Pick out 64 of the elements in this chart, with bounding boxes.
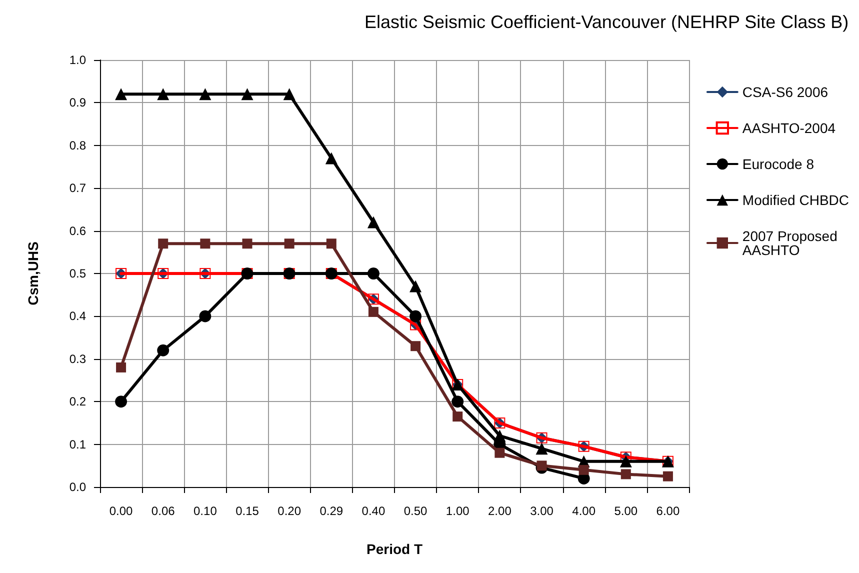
point — [115, 396, 128, 408]
point — [452, 412, 463, 422]
legend-label: CSA-S6 2006 — [742, 84, 828, 100]
y-tick-label: 0.3 — [69, 352, 86, 366]
point — [620, 469, 631, 480]
point — [200, 238, 210, 249]
point — [410, 310, 422, 322]
y-axis-title: Csm,UHS — [25, 242, 41, 306]
y-tick-label: 1.0 — [69, 53, 86, 67]
y-tick-label: 0.5 — [69, 266, 86, 280]
point — [283, 88, 296, 100]
point — [367, 268, 380, 280]
legend-label: Eurocode 8 — [742, 156, 814, 172]
x-tick-label: 5.00 — [614, 504, 638, 518]
x-tick-label: 6.00 — [656, 504, 680, 518]
legend-label: AASHTO-2004 — [742, 120, 836, 136]
point — [326, 238, 336, 249]
x-tick-label: 1.00 — [446, 504, 470, 518]
y-tick-label: 0.7 — [69, 181, 86, 196]
x-tick-label: 0.40 — [362, 504, 386, 518]
point — [367, 216, 380, 228]
point — [199, 88, 212, 100]
y-tick-label: 0.4 — [69, 309, 86, 324]
x-tick-label: 2.00 — [488, 504, 512, 518]
x-tick-label: 0.50 — [404, 504, 428, 518]
x-axis-title: Period T — [366, 541, 423, 557]
x-tick-label: 0.15 — [236, 504, 260, 518]
y-tick-label: 0.6 — [69, 224, 86, 238]
point — [199, 310, 212, 322]
point — [620, 455, 632, 468]
x-tick-label: 0.00 — [109, 504, 134, 518]
legend-label: 2007 Proposed AASHTO — [742, 228, 842, 258]
x-tick-label: 0.29 — [320, 504, 344, 518]
y-tick-label: 0.1 — [69, 437, 86, 452]
y-tick-label: 0.8 — [69, 138, 86, 152]
point — [662, 471, 673, 482]
point — [116, 362, 126, 372]
point — [452, 396, 464, 408]
point — [410, 280, 422, 292]
legend-label: Modified CHBDC — [742, 192, 850, 208]
x-tick-label: 3.00 — [530, 504, 554, 518]
x-tick-label: 0.20 — [278, 504, 302, 518]
point — [325, 152, 338, 164]
chart-title: Elastic Seismic Coefficient-Vancouver (NEHRP Site Class B) — [364, 12, 849, 32]
y-tick-label: 0.9 — [69, 96, 86, 110]
point — [242, 238, 252, 249]
y-tick-label: 0.2 — [69, 394, 86, 409]
point — [494, 430, 506, 442]
point — [536, 460, 547, 471]
point — [158, 238, 168, 249]
point — [410, 341, 421, 352]
x-tick-label: 4.00 — [572, 504, 596, 518]
point — [241, 88, 254, 100]
point — [115, 88, 128, 100]
x-tick-label: 0.06 — [151, 504, 176, 518]
point — [157, 88, 170, 100]
point — [368, 306, 378, 317]
point — [157, 344, 170, 356]
point — [536, 442, 548, 455]
point — [494, 448, 505, 458]
point — [578, 464, 589, 475]
point — [284, 238, 294, 249]
x-tick-label: 0.10 — [194, 504, 218, 518]
y-tick-label: 0.0 — [69, 480, 86, 494]
